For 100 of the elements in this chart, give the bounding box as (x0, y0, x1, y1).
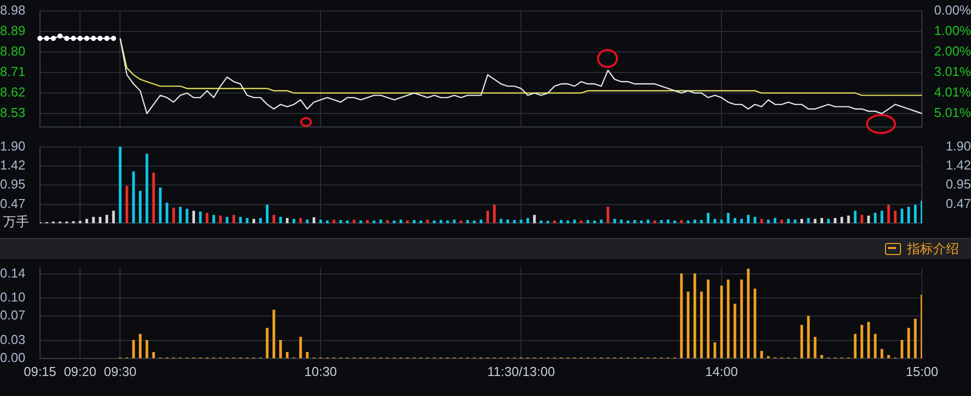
bar (746, 214, 750, 224)
bar (867, 216, 870, 224)
bar (219, 216, 222, 224)
x-tick-label: 11:30/13:00 (487, 364, 555, 379)
bar (774, 218, 776, 224)
bar (500, 218, 502, 224)
bar (199, 212, 202, 224)
bar (112, 210, 115, 224)
bar (734, 218, 736, 224)
bar (794, 220, 796, 224)
bar (286, 218, 289, 224)
bar (366, 220, 369, 224)
bar (734, 304, 736, 358)
bar (132, 340, 135, 358)
y2-tick-label: 4.01% (934, 84, 971, 100)
bar (887, 204, 890, 224)
bar (460, 220, 462, 224)
bar (166, 202, 168, 224)
bar (754, 216, 756, 224)
y2-tick-label: 0.00% (934, 2, 971, 18)
bar (232, 214, 236, 224)
bar (880, 349, 884, 358)
bar (907, 328, 910, 358)
y-tick-label: 8.89 (0, 23, 26, 38)
bar (126, 186, 128, 224)
bar (807, 218, 810, 224)
bar (352, 220, 356, 224)
bar (92, 216, 95, 224)
bar (914, 204, 917, 224)
bar (158, 187, 162, 224)
bar (706, 212, 710, 224)
bar (138, 190, 142, 224)
bar (814, 336, 816, 358)
y-tick-label: 0.95 (0, 176, 26, 192)
bar (754, 288, 756, 358)
bar (827, 218, 830, 224)
x-tick-label: 09:30 (104, 364, 136, 379)
bar (686, 292, 690, 358)
bar (172, 208, 175, 224)
bar (246, 218, 248, 224)
bar (847, 216, 850, 224)
bar (646, 220, 650, 224)
bar (626, 220, 630, 224)
bar (800, 324, 804, 358)
y-tick-label: 8.80 (0, 44, 26, 59)
bar (914, 318, 917, 358)
bar (586, 220, 590, 224)
bar (726, 212, 730, 224)
bar (339, 220, 342, 224)
bar (620, 220, 623, 224)
bar (680, 220, 683, 224)
bar (560, 220, 563, 224)
bar (406, 220, 409, 224)
bar (299, 336, 302, 358)
bar (152, 172, 155, 224)
y2-tick-label: 1.90 (946, 138, 971, 154)
bar (266, 328, 269, 358)
y-tick-label: 0.07 (0, 308, 26, 323)
bar (874, 212, 877, 224)
y-tick-label: 0.14 (0, 265, 26, 280)
bar (907, 206, 910, 224)
bar (146, 340, 148, 358)
y2-tick-label: 1.42 (946, 158, 971, 173)
bar (860, 324, 864, 358)
bar (706, 280, 710, 358)
y2-tick-label: 0.47 (946, 196, 971, 211)
bar (726, 280, 730, 358)
bar (178, 206, 182, 224)
bar (312, 217, 316, 224)
bar (894, 210, 897, 224)
bar (206, 212, 208, 224)
bar (700, 220, 703, 224)
bar (379, 220, 382, 224)
bar (666, 220, 670, 224)
y-tick-label: 1.42 (0, 158, 26, 173)
bar (820, 218, 824, 224)
bar (306, 220, 309, 224)
bar (860, 214, 864, 224)
bar (854, 334, 857, 358)
bar (746, 268, 750, 358)
bar (660, 220, 663, 224)
bar (386, 220, 389, 224)
y-tick-label: 8.62 (0, 84, 26, 100)
y2-tick-label: 0.95 (946, 176, 971, 192)
x-tick-label: 10:30 (304, 364, 337, 379)
x-tick-label: 09:15 (24, 364, 56, 379)
bar (600, 220, 603, 224)
bar (412, 220, 416, 224)
bar (520, 220, 522, 224)
bar (526, 218, 530, 224)
y-tick-label: 0.03 (0, 332, 26, 347)
bar (700, 292, 703, 358)
bar (239, 216, 242, 224)
bar (279, 216, 282, 224)
bar (486, 210, 490, 224)
bar (493, 204, 496, 224)
bar (834, 218, 836, 224)
bar (272, 214, 276, 224)
bar (319, 220, 322, 224)
bar (854, 210, 857, 224)
